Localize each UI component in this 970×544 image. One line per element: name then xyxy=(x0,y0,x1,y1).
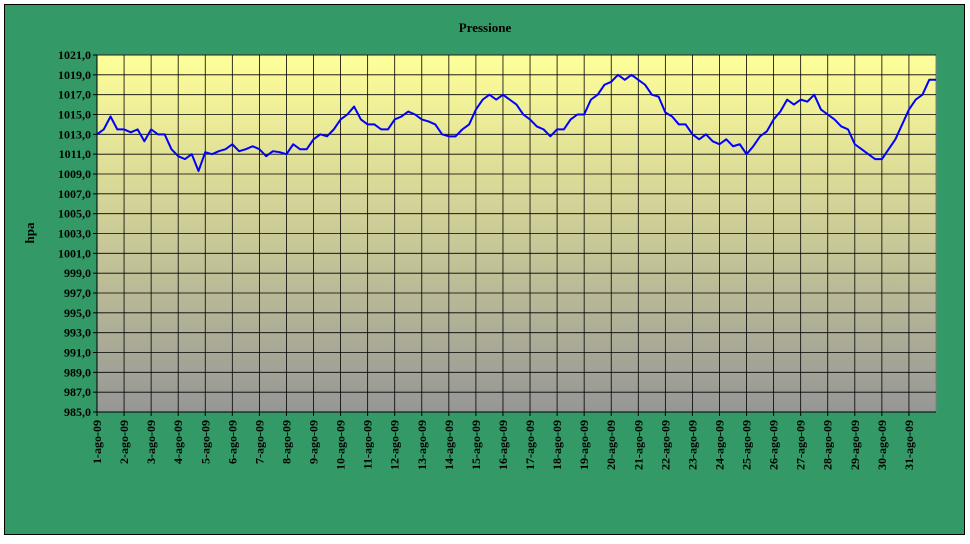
x-tick-label: 5-ago-09 xyxy=(198,420,212,464)
x-tick-label: 16-ago-09 xyxy=(496,420,510,470)
x-tick-label: 9-ago-09 xyxy=(307,420,321,464)
chart-title: Pressione xyxy=(459,20,512,35)
x-tick-label: 6-ago-09 xyxy=(225,420,239,464)
x-tick-label: 13-ago-09 xyxy=(415,420,429,470)
y-axis-label: hpa xyxy=(22,222,37,243)
series-line xyxy=(96,73,936,173)
x-tick-label: 31-ago-09 xyxy=(902,420,916,470)
y-tick-label: 989,0 xyxy=(64,365,91,379)
x-tick-label: 17-ago-09 xyxy=(523,420,537,470)
y-tick-label: 1021,0 xyxy=(58,48,91,62)
x-tick-label: 27-ago-09 xyxy=(794,420,808,470)
x-tick-label: 10-ago-09 xyxy=(334,420,348,470)
y-tick-label: 1007,0 xyxy=(58,187,91,201)
y-tick-label: 991,0 xyxy=(64,346,91,360)
x-tick-label: 18-ago-09 xyxy=(550,420,564,470)
x-tick-label: 24-ago-09 xyxy=(712,420,726,470)
y-tick-label: 1009,0 xyxy=(58,167,91,181)
x-tick-label: 22-ago-09 xyxy=(658,420,672,470)
y-tick-label: 1003,0 xyxy=(58,227,91,241)
y-tick-label: 999,0 xyxy=(64,266,91,280)
y-tick-label: 1005,0 xyxy=(58,207,91,221)
x-tick-label: 21-ago-09 xyxy=(631,420,645,470)
x-tick-label: 12-ago-09 xyxy=(388,420,402,470)
x-tick-label: 15-ago-09 xyxy=(469,420,483,470)
x-tick-label: 7-ago-09 xyxy=(252,420,266,464)
x-tick-label: 20-ago-09 xyxy=(604,420,618,470)
y-tick-label: 1001,0 xyxy=(58,246,91,260)
x-tick-label: 25-ago-09 xyxy=(740,420,754,470)
x-tick-label: 11-ago-09 xyxy=(361,420,375,469)
y-tick-label: 993,0 xyxy=(64,326,91,340)
y-tick-label: 987,0 xyxy=(64,385,91,399)
y-tick-label: 1019,0 xyxy=(58,68,91,82)
x-tick-label: 14-ago-09 xyxy=(442,420,456,470)
y-tick-label: 1017,0 xyxy=(58,88,91,102)
y-tick-label: 1011,0 xyxy=(59,147,91,161)
x-tick-label: 3-ago-09 xyxy=(144,420,158,464)
x-tick-label: 26-ago-09 xyxy=(767,420,781,470)
x-tick-label: 30-ago-09 xyxy=(875,420,889,470)
x-tick-label: 29-ago-09 xyxy=(848,420,862,470)
x-tick-label: 8-ago-09 xyxy=(279,420,293,464)
x-tick-label: 19-ago-09 xyxy=(577,420,591,470)
y-tick-label: 1015,0 xyxy=(58,108,91,122)
x-tick-label: 23-ago-09 xyxy=(685,420,699,470)
x-tick-label: 4-ago-09 xyxy=(171,420,185,464)
y-tick-label: 985,0 xyxy=(64,405,91,419)
x-tick-label: 2-ago-09 xyxy=(117,420,131,464)
x-tick-label: 28-ago-09 xyxy=(821,420,835,470)
y-tick-label: 995,0 xyxy=(64,306,91,320)
x-tick-label: 1-ago-09 xyxy=(90,420,104,464)
y-tick-label: 997,0 xyxy=(64,286,91,300)
y-tick-label: 1013,0 xyxy=(58,127,91,141)
